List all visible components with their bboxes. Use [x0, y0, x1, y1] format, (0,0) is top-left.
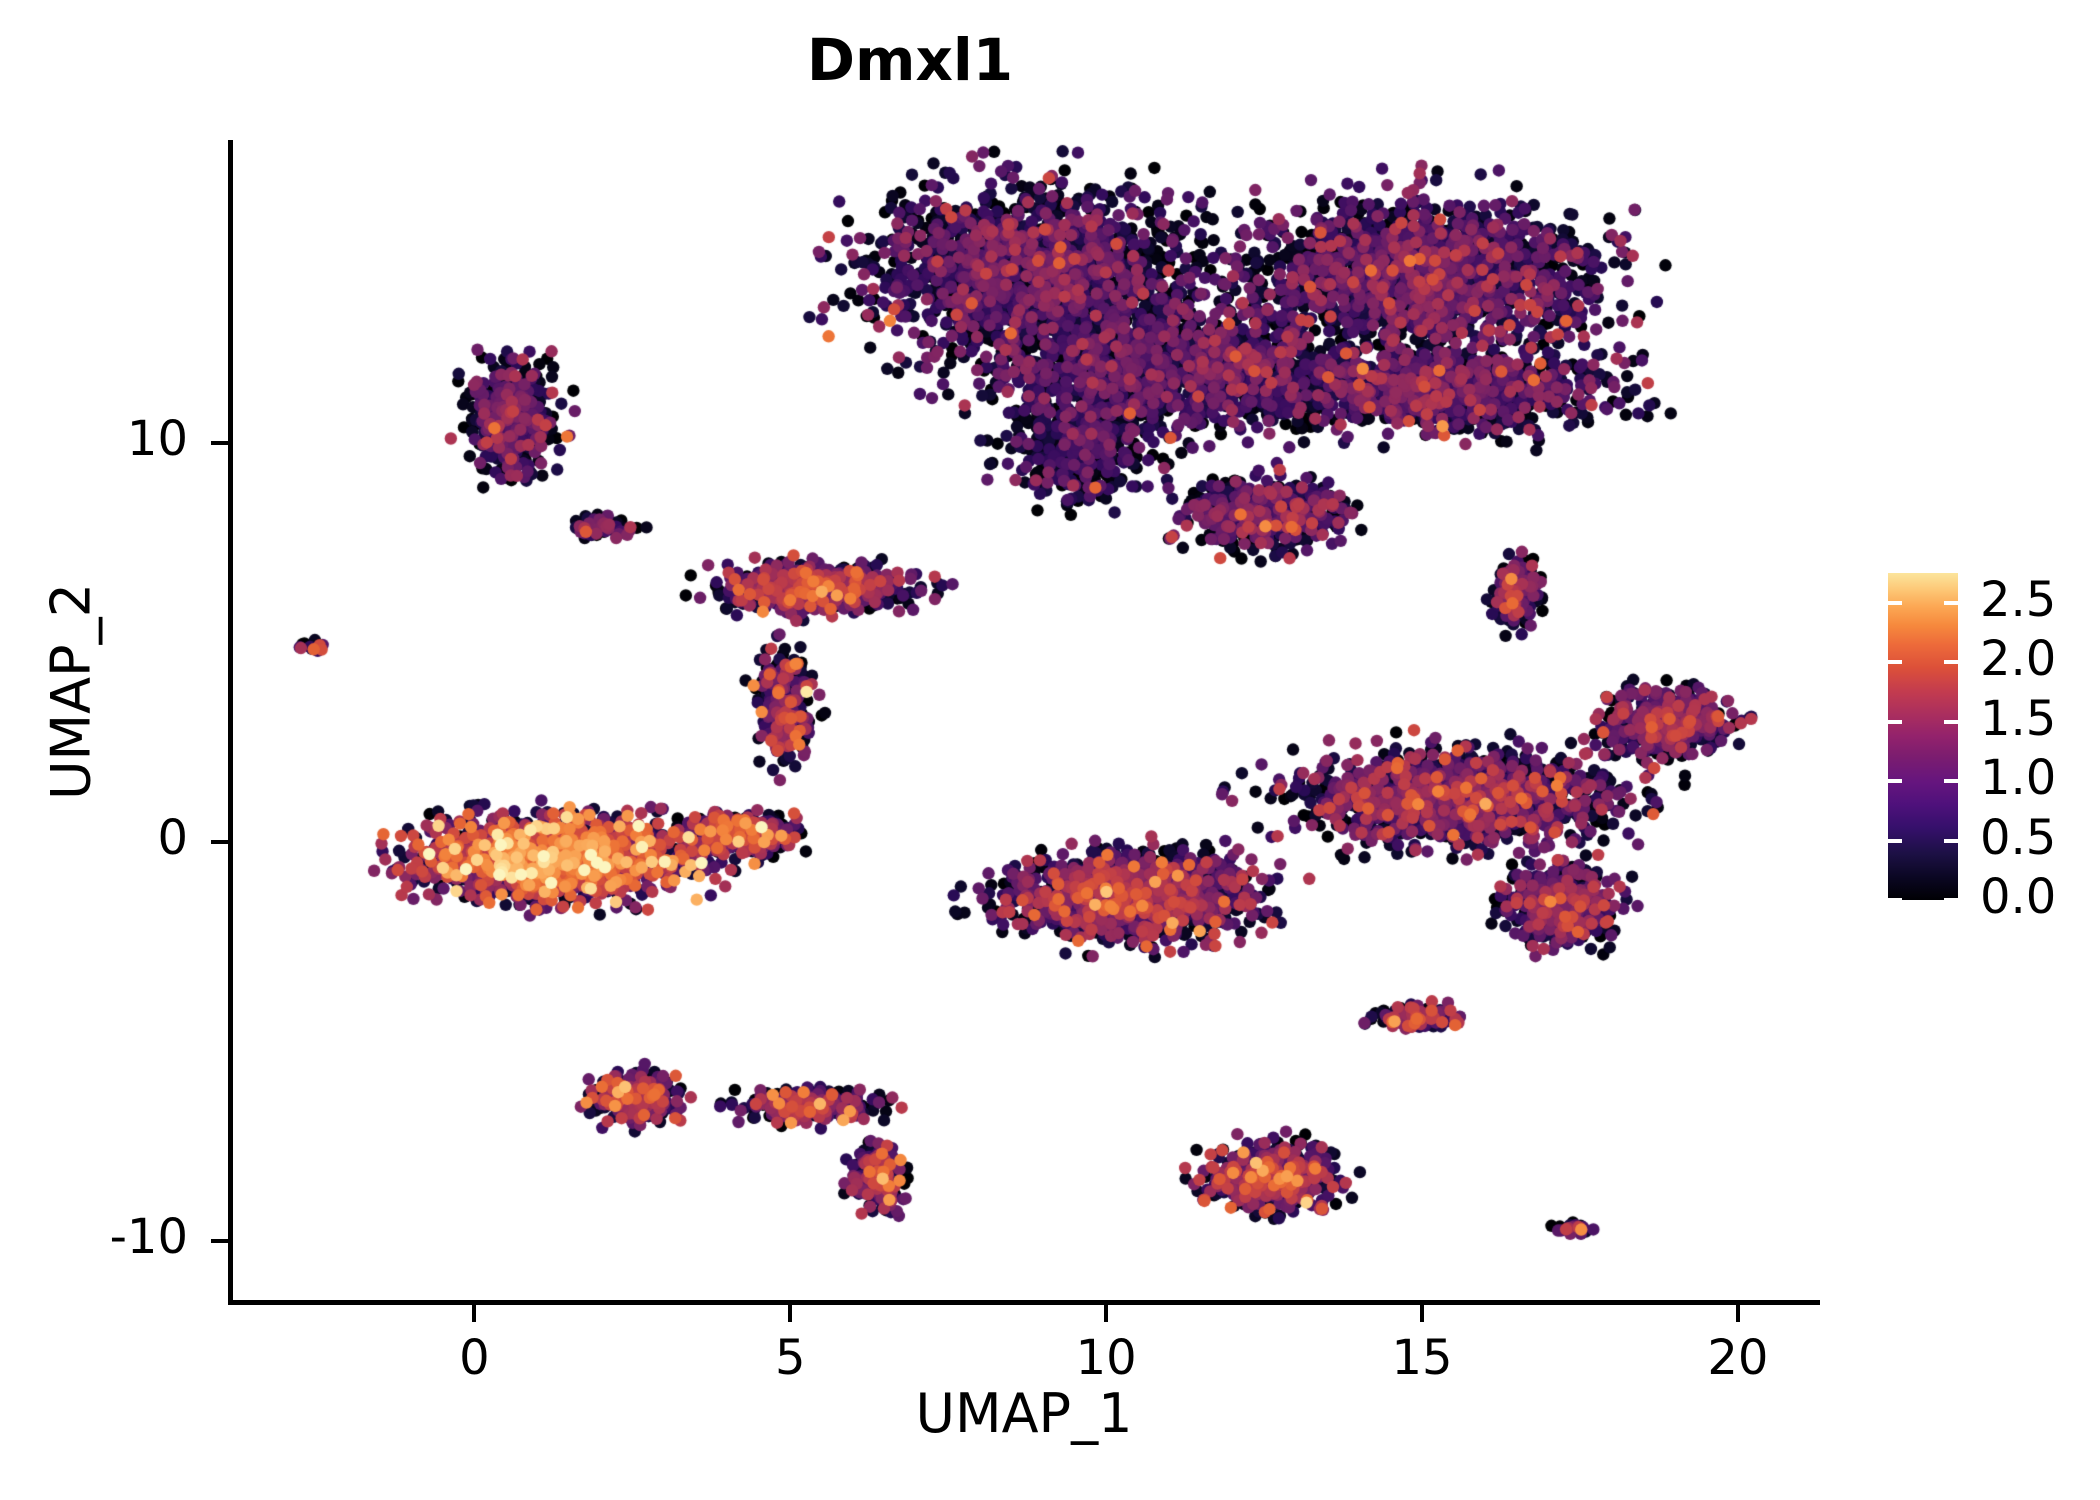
colorbar-tick-mark: [1888, 719, 1958, 724]
colorbar-tick-label: 2.0: [1980, 631, 2057, 688]
y-tick-label: 0: [157, 810, 188, 867]
colorbar-tick-label: 1.0: [1980, 750, 2057, 807]
plot-axes: 0 5 10 15 20 -10 0 10: [110, 140, 1820, 1386]
colorbar-tick-mark: [1888, 838, 1958, 843]
y-tick-mark: [211, 840, 228, 845]
colorbar-tick-label: 1.5: [1980, 690, 2057, 747]
x-tick-mark: [1104, 1305, 1109, 1322]
colorbar-tick-label: 0.0: [1980, 869, 2057, 925]
y-axis-spine: [228, 140, 233, 1305]
colorbar-tick-mark: [1888, 660, 1958, 665]
x-tick-label: 0: [459, 1330, 490, 1386]
x-tick-label: 15: [1391, 1330, 1453, 1386]
x-tick-mark: [788, 1305, 793, 1322]
x-tick-label: 10: [1075, 1330, 1137, 1386]
x-axis-label: UMAP_1: [915, 1382, 1133, 1445]
x-tick-mark: [1735, 1305, 1740, 1322]
x-tick-mark: [1420, 1305, 1424, 1322]
y-tick-mark: [211, 441, 228, 446]
colorbar-tick-label: 2.5: [1980, 571, 2057, 628]
colorbar-tick-mark: [1888, 898, 1958, 902]
colorbar-tick-mark: [1888, 600, 1958, 605]
colorbar: 0.0 0.5 1.0 1.5 2.0 2.5: [1888, 572, 2088, 925]
x-tick-label: 5: [774, 1330, 806, 1386]
y-axis-label: UMAP_2: [39, 583, 103, 800]
y-tick-mark: [211, 1239, 228, 1244]
x-tick-mark: [472, 1305, 477, 1322]
colorbar-tick-label: 0.5: [1980, 809, 2057, 866]
page-title: Dmxl1: [806, 26, 1014, 94]
x-axis-spine: [228, 1300, 1820, 1305]
y-tick-label: 10: [126, 411, 188, 468]
colorbar-gradient: [1888, 573, 1958, 900]
colorbar-tick-mark: [1888, 779, 1958, 784]
x-tick-label: 20: [1707, 1330, 1769, 1386]
y-tick-label: -10: [109, 1209, 188, 1266]
scatter-points-layer: [228, 140, 1820, 1305]
